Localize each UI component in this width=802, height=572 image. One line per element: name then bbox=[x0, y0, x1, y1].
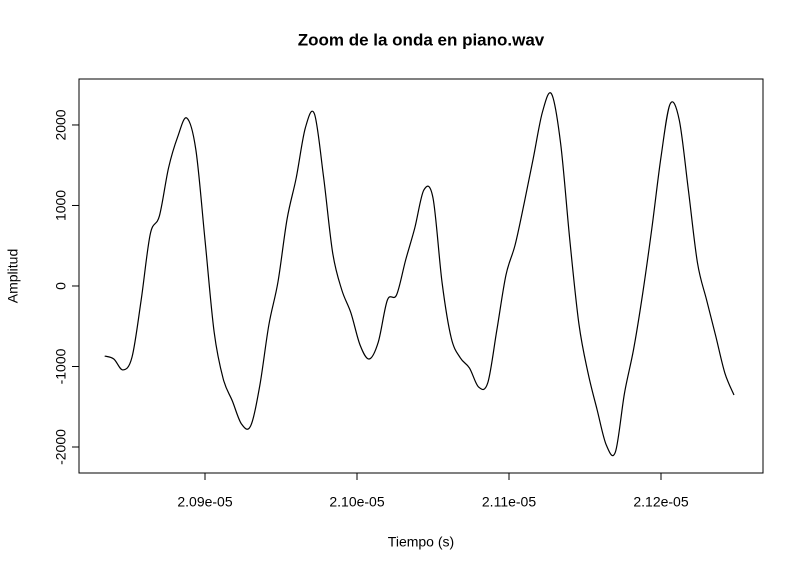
x-tick-label: 2.09e-05 bbox=[177, 494, 232, 510]
x-axis-label: Tiempo (s) bbox=[388, 534, 454, 550]
x-tick-label: 2.11e-05 bbox=[482, 494, 536, 510]
y-axis-label: Amplitud bbox=[5, 249, 21, 303]
x-tick-label: 2.10e-05 bbox=[329, 494, 384, 510]
chart-title: Zoom de la onda en piano.wav bbox=[298, 30, 545, 49]
x-tick-label: 2.12e-05 bbox=[633, 494, 688, 510]
y-tick-label: 2000 bbox=[53, 109, 69, 140]
y-tick-label: -2000 bbox=[53, 429, 69, 465]
y-tick-label: 1000 bbox=[53, 190, 69, 221]
data-line bbox=[104, 92, 735, 457]
y-tick-label: -1000 bbox=[53, 348, 69, 384]
y-tick-label: 0 bbox=[53, 282, 69, 290]
